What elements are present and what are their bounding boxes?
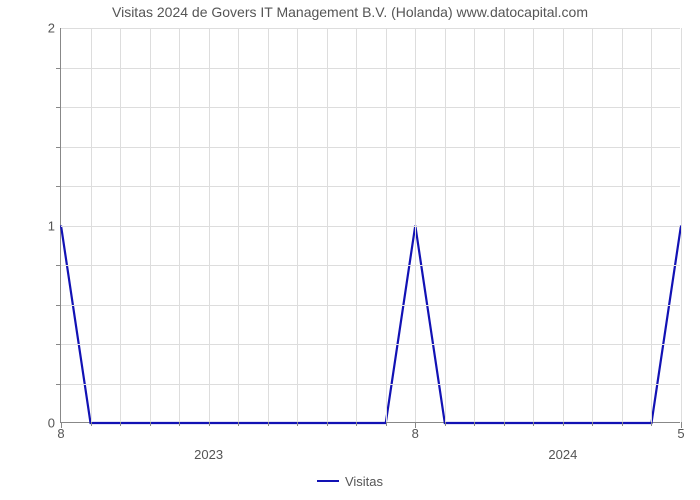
gridline-horizontal-minor [61, 68, 680, 69]
x-minor-tick [474, 422, 475, 426]
x-minor-tick [209, 422, 210, 426]
x-minor-tick [445, 422, 446, 426]
x-minor-tick [504, 422, 505, 426]
x-minor-tick [179, 422, 180, 426]
gridline-horizontal [61, 226, 680, 227]
x-minor-tick [238, 422, 239, 426]
gridline-vertical [681, 28, 682, 422]
legend: Visitas [0, 470, 700, 489]
x-minor-tick [622, 422, 623, 426]
gridline-horizontal-minor [61, 305, 680, 306]
visitas-line [61, 226, 681, 424]
x-tick-label: 8 [412, 422, 419, 441]
y-tick-label: 0 [48, 416, 61, 431]
gridline-horizontal-minor [61, 344, 680, 345]
gridline-horizontal-minor [61, 147, 680, 148]
x-minor-tick [120, 422, 121, 426]
gridline-horizontal-minor [61, 186, 680, 187]
x-minor-tick [327, 422, 328, 426]
x-minor-tick [268, 422, 269, 426]
x-minor-tick [563, 422, 564, 426]
x-minor-tick [651, 422, 652, 426]
x-minor-tick [592, 422, 593, 426]
legend-swatch [317, 480, 339, 482]
y-tick-label: 1 [48, 218, 61, 233]
gridline-horizontal [61, 28, 680, 29]
x-year-label: 2024 [548, 447, 577, 462]
x-tick-label: 5 [677, 422, 684, 441]
chart-container: { "chart": { "type": "line", "title": "V… [0, 0, 700, 500]
x-minor-tick [356, 422, 357, 426]
gridline-horizontal-minor [61, 384, 680, 385]
legend-label: Visitas [345, 474, 383, 489]
y-tick-label: 2 [48, 21, 61, 36]
legend-item-visitas: Visitas [317, 474, 383, 489]
x-minor-tick [150, 422, 151, 426]
x-minor-tick [297, 422, 298, 426]
x-minor-tick [533, 422, 534, 426]
x-minor-tick [386, 422, 387, 426]
x-minor-tick [91, 422, 92, 426]
chart-title: Visitas 2024 de Govers IT Management B.V… [0, 4, 700, 20]
plot-area: 88520232024012 [60, 28, 680, 423]
gridline-horizontal-minor [61, 265, 680, 266]
x-year-label: 2023 [194, 447, 223, 462]
gridline-horizontal-minor [61, 107, 680, 108]
